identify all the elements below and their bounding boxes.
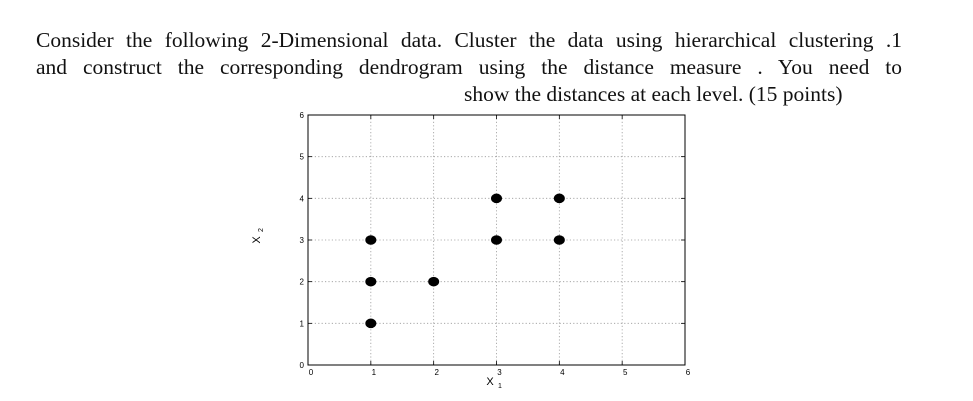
x-tick-label: 0 — [309, 368, 314, 377]
x-axis-label: X 1 — [486, 376, 502, 390]
x-axis-label-subscript: 1 — [498, 383, 502, 390]
data-point — [428, 276, 440, 287]
question-line-1: Consider the following 2-Dimensional dat… — [36, 28, 902, 52]
x-axis-label-text: X — [486, 376, 494, 388]
x-tick-label: 6 — [686, 368, 691, 377]
axis-ticks: 0 1 2 3 4 5 6 0 1 2 3 4 5 6 — [300, 111, 691, 377]
data-point — [365, 276, 377, 287]
y-tick-label: 4 — [300, 194, 305, 203]
data-point — [365, 318, 377, 329]
y-axis-label-text: X — [251, 236, 263, 244]
data-point — [553, 193, 565, 204]
data-point — [365, 235, 377, 245]
y-tick-label: 5 — [300, 153, 305, 162]
scatter-chart: 0 1 2 3 4 5 6 0 1 2 3 4 5 6 X 1 X 2 — [251, 111, 691, 390]
x-tick-label: 4 — [560, 368, 565, 377]
y-tick-label: 6 — [300, 111, 305, 120]
question-line-2: and construct the corresponding dendrogr… — [36, 55, 902, 79]
y-tick-label: 2 — [300, 278, 305, 287]
data-point — [553, 235, 565, 245]
x-tick-label: 5 — [623, 368, 628, 377]
y-tick-label: 0 — [300, 361, 305, 370]
question-text: Consider the following 2-Dimensional dat… — [36, 27, 916, 108]
x-tick-label: 2 — [434, 368, 439, 377]
y-axis-label: X 2 — [251, 228, 265, 244]
x-tick-label: 1 — [372, 368, 377, 377]
data-point — [491, 235, 502, 245]
question-line-3: show the distances at each level. (15 po… — [464, 82, 843, 106]
y-tick-label: 3 — [300, 236, 305, 245]
data-point — [491, 193, 502, 204]
y-tick-label: 1 — [300, 319, 305, 328]
data-points — [365, 193, 565, 329]
x-tick-label: 3 — [497, 368, 502, 377]
y-axis-label-subscript: 2 — [258, 228, 265, 232]
